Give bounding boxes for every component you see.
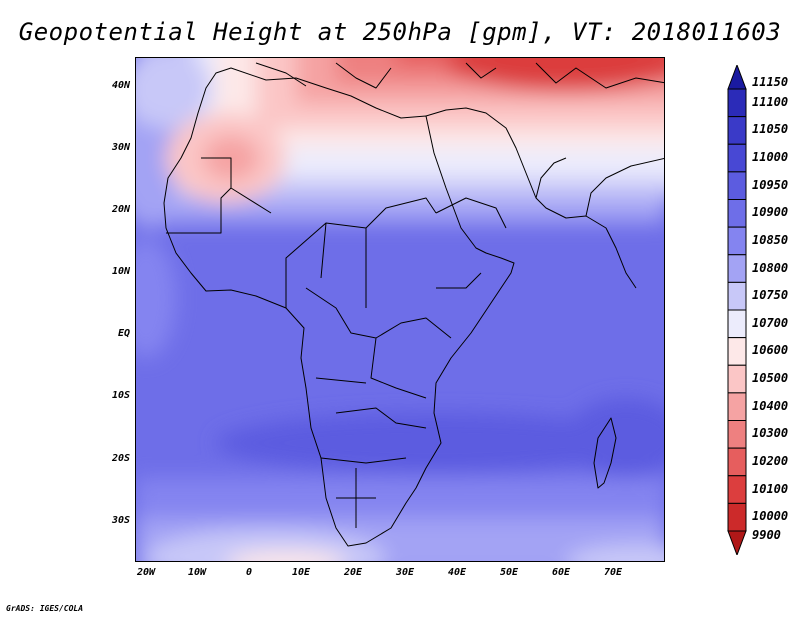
- colorbar-swatch: [727, 364, 747, 394]
- lon-label-10e: 10E: [291, 567, 311, 578]
- colorbar-top-arrow: [727, 65, 747, 90]
- lat-label-eq: EQ: [117, 328, 130, 339]
- colorbar-swatch: [727, 447, 747, 477]
- colorbar-level-label: 10750: [752, 288, 789, 303]
- colorbar-swatch: [727, 392, 747, 421]
- colorbar: [727, 65, 747, 555]
- lon-label-0: 0: [245, 567, 253, 578]
- colorbar-swatch: [727, 337, 747, 366]
- colorbar-level-label: 10900: [752, 205, 789, 220]
- colorbar-swatch: [727, 475, 747, 504]
- colorbar-level-label: 10600: [752, 343, 789, 358]
- colorbar-level-label: 10950: [752, 177, 789, 192]
- colorbar-level-label: 10800: [752, 260, 789, 275]
- colorbar-swatch: [727, 171, 747, 200]
- colorbar-swatch: [727, 281, 747, 311]
- lon-label-40e: 40E: [447, 567, 467, 578]
- lon-label-20w: 20W: [136, 567, 156, 578]
- colorbar-level-label: 10700: [752, 315, 789, 330]
- lon-label-60e: 60E: [551, 567, 571, 578]
- map-canvas: [136, 58, 664, 561]
- colorbar-swatch: [727, 309, 747, 339]
- colorbar-swatch: [727, 116, 747, 145]
- lat-label-10n: 10N: [111, 266, 130, 277]
- colorbar-swatch: [727, 420, 747, 449]
- coastlines: [163, 62, 664, 547]
- colorbar-swatch: [727, 502, 747, 532]
- map-plot-area: [135, 57, 665, 562]
- lon-label-10w: 10W: [187, 567, 207, 578]
- colorbar-bottom-arrow: [727, 530, 747, 555]
- colorbar-level-label: 9900: [752, 528, 781, 542]
- credit-text: GrADS: IGES/COLA: [6, 604, 84, 613]
- height-field-shading: [136, 58, 664, 561]
- colorbar-level-label: 10850: [752, 232, 789, 247]
- lon-label-50e: 50E: [499, 567, 519, 578]
- chart-title: Geopotential Height at 250hPa [gpm], VT:…: [18, 18, 782, 46]
- colorbar-level-label: 11050: [752, 122, 789, 137]
- colorbar-swatch: [727, 199, 747, 228]
- colorbar-level-label: 10100: [752, 481, 789, 496]
- colorbar-swatch: [727, 143, 747, 173]
- lat-label-10s: 10S: [111, 390, 130, 401]
- lon-label-20e: 20E: [343, 567, 363, 578]
- lat-label-40n: 40N: [111, 80, 130, 91]
- colorbar-level-label: 11000: [752, 150, 789, 165]
- colorbar-level-label: 11100: [752, 94, 789, 109]
- lat-label-30s: 30S: [111, 515, 130, 526]
- colorbar-swatch: [727, 254, 747, 283]
- colorbar-level-label: 10000: [752, 509, 789, 524]
- lon-label-70e: 70E: [603, 567, 623, 578]
- lat-label-20n: 20N: [111, 204, 130, 215]
- colorbar-swatch: [727, 88, 747, 118]
- lon-label-30e: 30E: [395, 567, 415, 578]
- colorbar-level-label: 11150: [752, 75, 789, 89]
- lat-label-30n: 30N: [111, 142, 130, 153]
- colorbar-level-label: 10500: [752, 371, 789, 386]
- colorbar-level-label: 10300: [752, 426, 789, 441]
- lat-label-20s: 20S: [111, 453, 130, 464]
- colorbar-level-label: 10200: [752, 453, 789, 468]
- colorbar-swatch: [727, 226, 747, 256]
- colorbar-level-label: 10400: [752, 398, 789, 413]
